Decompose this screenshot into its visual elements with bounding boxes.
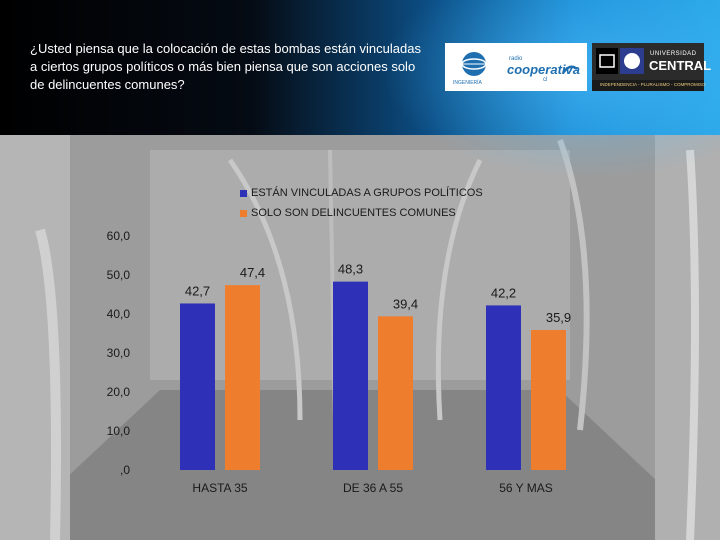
bar-series-2-2 xyxy=(378,316,413,470)
cooperativa-logo-text: cooperativa xyxy=(507,62,580,77)
bar-series-1-1 xyxy=(180,303,215,470)
x-category-label: 56 Y MAS xyxy=(499,481,553,495)
y-tick-label: ,0 xyxy=(120,463,130,477)
x-category-label: DE 36 A 55 xyxy=(343,481,403,495)
bar-series-2-1 xyxy=(225,285,260,470)
y-tick-label: 40,0 xyxy=(107,307,131,321)
data-label: 47,4 xyxy=(240,265,265,280)
y-tick-label: 30,0 xyxy=(107,346,131,360)
data-label: 48,3 xyxy=(338,262,363,277)
cooperativa-sub-text: cl xyxy=(543,77,548,83)
x-category-label: HASTA 35 xyxy=(192,481,247,495)
data-label: 39,4 xyxy=(393,296,418,311)
university-slogan-strip: INDEPENDENCIA - PLURALISMO - COMPROMISO xyxy=(592,80,706,91)
data-label: 35,9 xyxy=(546,310,571,325)
legend-label-series-1: ESTÁN VINCULADAS A GRUPOS POLÍTICOS xyxy=(251,187,483,199)
university-slogan-text: INDEPENDENCIA - PLURALISMO - COMPROMISO xyxy=(600,82,706,87)
y-tick-label: 50,0 xyxy=(107,268,131,282)
data-label: 42,2 xyxy=(491,285,516,300)
university-name-text: CENTRAL xyxy=(649,58,712,73)
question-text: ¿Usted piensa que la colocación de estas… xyxy=(30,41,421,92)
cooperativa-swoosh-icon xyxy=(561,65,578,74)
legend-swatch-series-1 xyxy=(240,189,247,197)
globe-icon xyxy=(461,52,487,76)
bar-series-2-3 xyxy=(531,329,566,470)
y-tick-label: 20,0 xyxy=(107,385,131,399)
data-label: 42,7 xyxy=(185,283,210,298)
partner-logos: INGENIERÍA radio cooperativa cl xyxy=(445,43,587,91)
cooperativa-top-text: radio xyxy=(509,56,523,62)
legend-item-series-2: SOLO SON DELINCUENTES COMUNES xyxy=(240,207,456,219)
university-emblem-icon xyxy=(596,48,644,74)
bar-series-1-2 xyxy=(333,281,368,470)
legend-item-series-1: ESTÁN VINCULADAS A GRUPOS POLÍTICOS xyxy=(240,187,483,199)
y-tick-label: 60,0 xyxy=(107,229,131,243)
legend-swatch-series-2 xyxy=(240,209,247,217)
y-tick-label: 10,0 xyxy=(107,424,131,438)
bar-series-1-3 xyxy=(486,305,521,470)
left-logo-text: INGENIERÍA xyxy=(453,80,482,86)
university-top-text: UNIVERSIDAD xyxy=(650,51,697,57)
legend-label-series-2: SOLO SON DELINCUENTES COMUNES xyxy=(251,207,456,219)
